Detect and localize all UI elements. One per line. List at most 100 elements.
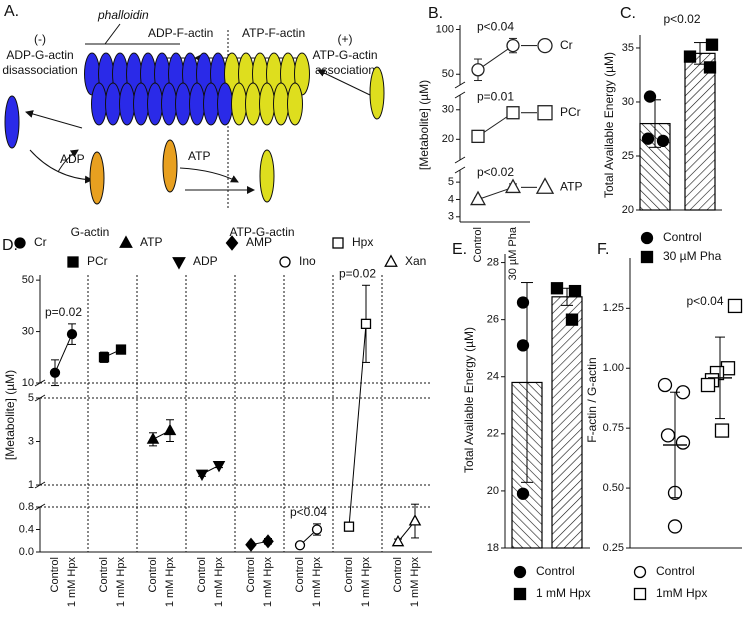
data-point xyxy=(660,428,676,443)
panel-label: E. xyxy=(452,241,467,258)
data-point xyxy=(146,432,160,444)
y-tick-label: 1 xyxy=(28,479,34,491)
data-point xyxy=(641,132,655,145)
f-actin-subunit xyxy=(175,82,191,126)
diagram-label: disassociation xyxy=(2,63,77,77)
panel-label: B. xyxy=(428,5,443,22)
y-tick-label: 0.75 xyxy=(603,422,624,434)
connector xyxy=(104,23,121,45)
annotation: p<0.04 xyxy=(686,294,723,308)
f-actin-subunit xyxy=(119,82,135,126)
y-tick-label: 25 xyxy=(622,150,634,162)
diagram-label: ATP-G-actin xyxy=(312,48,377,62)
y-tick-label: 20 xyxy=(442,133,454,145)
axis-break xyxy=(454,81,466,89)
x-tick-label: 1 mM Hpx xyxy=(360,557,372,608)
legend-marker xyxy=(537,37,553,54)
data-point xyxy=(294,540,306,551)
y-tick-label: 0.25 xyxy=(603,542,624,554)
data-point xyxy=(66,328,78,340)
y-tick-label: 0.50 xyxy=(603,482,624,494)
annotation: p=0.02 xyxy=(45,305,82,319)
annotation: p<0.04 xyxy=(290,505,327,519)
legend-label: Xan xyxy=(405,254,426,268)
legend-marker xyxy=(14,237,26,249)
data-point xyxy=(714,423,730,438)
data-point xyxy=(516,487,530,500)
f-actin-subunit xyxy=(217,82,233,126)
y-tick-label: 30 xyxy=(622,96,634,108)
legend-label: Control xyxy=(536,564,575,578)
data-point xyxy=(391,534,405,547)
legend-label: ADP xyxy=(193,254,218,268)
annotation: p<0.02 xyxy=(663,12,700,26)
diagram-label: (+) xyxy=(338,32,353,46)
data-point xyxy=(703,61,717,74)
diagram-label: ATP-G-actin xyxy=(229,225,294,239)
y-tick-label: 1.25 xyxy=(603,302,624,314)
x-tick-label: Control xyxy=(98,557,110,592)
diagram-label: association xyxy=(315,63,375,77)
x-tick-label: Control xyxy=(472,227,484,262)
legend-label: 1 mM Hpx xyxy=(536,586,591,600)
legend-label: Cr xyxy=(34,235,47,249)
axis-break xyxy=(454,166,466,174)
arrow xyxy=(179,167,239,183)
f-actin-subunit xyxy=(147,82,163,126)
x-tick-label: Control xyxy=(147,557,159,592)
y-tick-label: 5 xyxy=(28,392,34,404)
panel-label: C. xyxy=(620,5,636,22)
f-actin-subunit xyxy=(287,82,303,126)
legend-marker xyxy=(633,565,647,579)
data-point xyxy=(262,534,274,549)
y-axis-label: Total Available Energy (µM) xyxy=(602,52,616,198)
data-point xyxy=(675,435,691,450)
legend-label: ATP xyxy=(140,235,162,249)
x-tick-label: 1 mM Hpx xyxy=(66,557,78,608)
f-actin-subunit xyxy=(245,82,261,126)
y-tick-label: 26 xyxy=(487,314,499,326)
y-axis-label: Total Available Energy (µM) xyxy=(462,327,476,473)
data-point xyxy=(505,178,521,194)
legend-marker xyxy=(384,254,398,267)
panel-label: A. xyxy=(4,3,19,20)
y-tick-label: 28 xyxy=(487,256,499,268)
y-tick-label: 22 xyxy=(487,428,499,440)
series-line xyxy=(477,45,514,71)
x-tick-label: Control xyxy=(196,557,208,592)
y-tick-label: 20 xyxy=(622,204,634,216)
data-point xyxy=(311,524,323,535)
legend-label: ATP xyxy=(560,180,582,194)
y-tick-label: 24 xyxy=(487,371,499,383)
axis-break xyxy=(34,503,46,511)
diagram-label: G-actin xyxy=(71,225,110,239)
legend-marker xyxy=(535,177,555,194)
data-point xyxy=(550,282,564,295)
legend-marker xyxy=(332,237,344,249)
data-point xyxy=(657,377,673,393)
data-point xyxy=(471,129,485,144)
y-tick-label: 100 xyxy=(436,23,454,35)
data-point xyxy=(516,296,530,309)
x-tick-label: 1 mM Hpx xyxy=(311,557,323,608)
arrow xyxy=(25,110,83,129)
f-actin-subunit xyxy=(105,82,121,126)
legend-label: AMP xyxy=(246,235,272,249)
f-actin-subunit xyxy=(203,82,219,126)
legend-label: Cr xyxy=(560,38,573,52)
x-tick-label: 1 mM Hpx xyxy=(262,557,274,608)
legend-label: Ino xyxy=(299,254,316,268)
data-point xyxy=(683,50,697,63)
x-tick-label: Control xyxy=(343,557,355,592)
data-point xyxy=(49,367,61,378)
series-line xyxy=(54,333,73,373)
legend-label: Control xyxy=(663,230,702,244)
y-tick-label: 18 xyxy=(487,542,499,554)
x-tick-label: 1 mM Hpx xyxy=(164,557,176,608)
f-actin-subunit xyxy=(231,82,247,126)
f-actin-subunit xyxy=(189,82,205,126)
y-tick-label: 4 xyxy=(448,193,454,205)
f-actin-subunit xyxy=(259,82,275,126)
legend-label: 1mM Hpx xyxy=(656,586,707,600)
legend-marker xyxy=(513,565,527,579)
